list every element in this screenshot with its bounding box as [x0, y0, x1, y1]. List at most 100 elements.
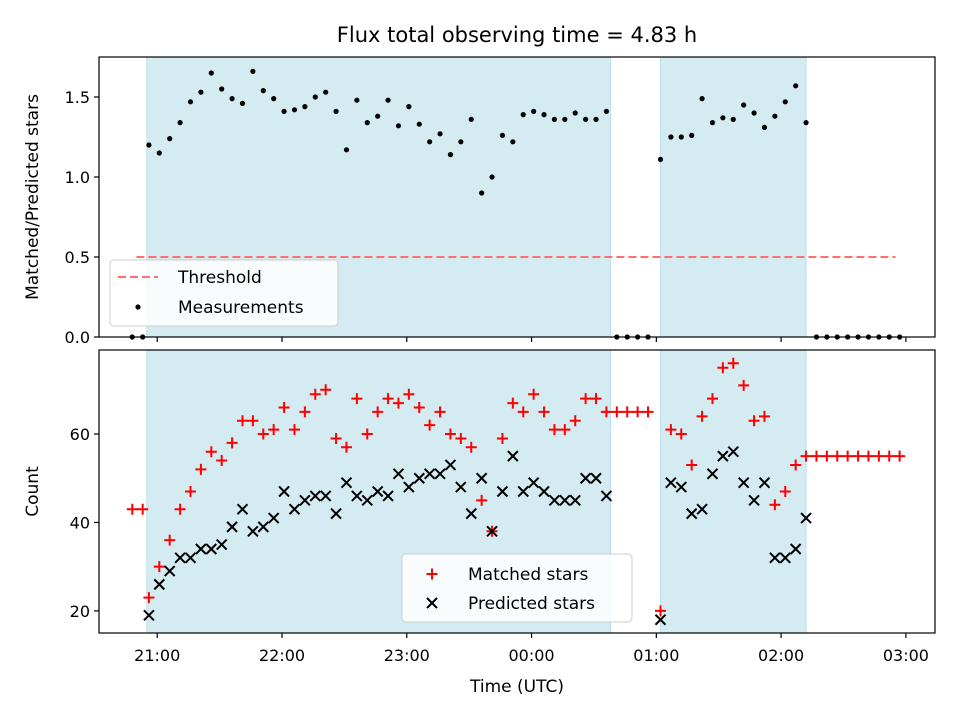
predicted-point: [351, 490, 363, 502]
legend: Matched stars Predicted stars: [401, 553, 633, 623]
predicted-point: [737, 476, 750, 489]
measurement-point: [562, 116, 568, 122]
predicted-point: [319, 490, 332, 502]
matched-point: [278, 401, 290, 413]
matched-point: [590, 393, 602, 405]
x-tick-label: 03:00: [883, 646, 929, 665]
predicted-point: [267, 512, 280, 524]
measurement-point: [803, 120, 809, 126]
measurement-point: [427, 139, 433, 145]
predicted-point: [195, 543, 207, 555]
matched-point: [236, 415, 248, 427]
predicted-point: [486, 525, 498, 538]
measurement-point: [208, 70, 214, 76]
axes-frame: [98, 56, 936, 338]
predicted-point: [527, 476, 540, 489]
predicted-point: [278, 485, 290, 498]
predicted-point: [184, 552, 197, 564]
x-tick-label: 02:00: [758, 646, 804, 665]
matched-point: [831, 450, 843, 462]
measurement-point: [593, 116, 599, 122]
measurement-point: [761, 124, 768, 130]
matched-point: [257, 428, 269, 440]
measurement-point: [302, 104, 308, 110]
measurement-point: [657, 156, 664, 162]
matched-point: [665, 424, 677, 436]
measurement-point: [583, 116, 589, 122]
y-tick-label: 0.0: [65, 328, 90, 347]
series-2-1: [126, 357, 906, 617]
legend-predicted-symbol: [426, 597, 438, 609]
measurement-point: [250, 68, 256, 74]
matched-point: [143, 592, 155, 604]
matched-point: [434, 406, 446, 418]
matched-point: [320, 384, 332, 396]
legend-measurement-symbol: [135, 304, 141, 310]
predicted-point: [496, 485, 509, 498]
measurement-point: [323, 89, 329, 95]
matched-point: [769, 499, 781, 511]
predicted-point: [247, 525, 259, 538]
matched-point: [126, 503, 138, 515]
predicted-point: [789, 543, 802, 555]
matched-point: [309, 388, 321, 400]
measurement-point: [395, 123, 402, 129]
y-tick-label: 40: [70, 513, 90, 532]
matched-point: [538, 406, 550, 418]
matched-point: [216, 455, 228, 467]
matched-point: [810, 450, 822, 462]
matched-point: [455, 432, 467, 444]
predicted-point: [548, 494, 561, 507]
measurement-point: [489, 174, 495, 180]
measurement-point: [333, 108, 339, 114]
measurement-point: [198, 89, 204, 95]
measurement-point: [291, 107, 298, 113]
matched-point: [686, 459, 698, 471]
predicted-point: [748, 494, 760, 507]
measurement-point: [479, 190, 485, 196]
predicted-point: [226, 521, 238, 533]
matched-point: [748, 415, 760, 427]
matched-point: [424, 419, 436, 431]
matched-point: [852, 450, 864, 462]
matched-point: [642, 406, 654, 418]
predicted-point: [205, 543, 218, 555]
observing-window-2: [659, 56, 807, 338]
predicted-point: [340, 476, 353, 489]
matched-point: [268, 424, 280, 436]
matched-point: [559, 424, 571, 436]
y-tick-label: 1.5: [65, 88, 90, 107]
predicted-point: [706, 468, 719, 480]
predicted-point: [413, 472, 425, 484]
x-tick-label: 23:00: [384, 646, 430, 665]
predicted-point: [288, 503, 301, 515]
matched-point: [738, 379, 750, 391]
measurement-point: [741, 102, 747, 108]
measurement-point: [167, 136, 173, 142]
matched-point: [174, 503, 186, 515]
matched-point: [340, 441, 352, 453]
matched-point: [153, 561, 165, 573]
matched-point: [288, 424, 300, 436]
series-2-2: [143, 445, 812, 626]
predicted-point: [371, 485, 384, 498]
predicted-point: [361, 494, 373, 507]
predicted-point: [696, 503, 708, 515]
measurement-point: [720, 115, 726, 121]
matched-point: [842, 450, 854, 462]
predicted-point: [675, 481, 687, 493]
matched-point: [675, 428, 687, 440]
matched-point: [873, 450, 885, 462]
matched-point: [790, 459, 802, 471]
matched-point: [727, 357, 739, 369]
measurement-point: [187, 99, 194, 105]
measurement-point: [219, 86, 225, 92]
measurement-point: [375, 113, 381, 119]
predicted-point: [559, 494, 571, 507]
measurement-point: [782, 99, 788, 105]
matched-point: [226, 437, 238, 449]
x-tick-label: 01:00: [633, 646, 679, 665]
matched-point: [717, 362, 729, 374]
matched-point: [862, 450, 874, 462]
predicted-point: [507, 450, 519, 462]
